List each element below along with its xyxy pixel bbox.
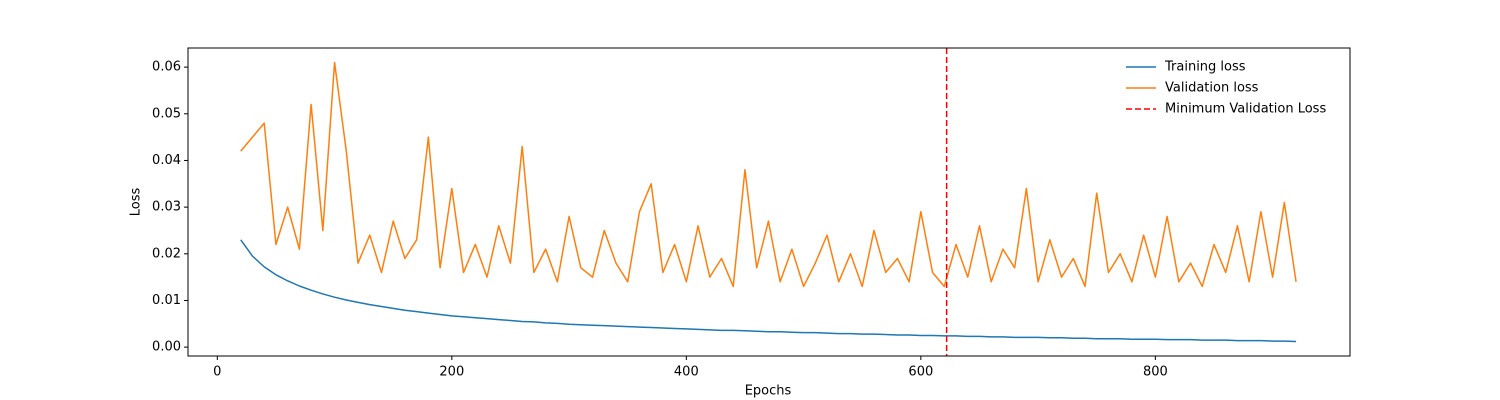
series-line	[240, 239, 1297, 343]
y-tick-label: 0.02	[152, 246, 181, 261]
y-axis-label: Loss	[129, 188, 144, 217]
x-tick-label: 800	[1143, 365, 1168, 380]
y-tick-label: 0.05	[152, 106, 181, 121]
legend-label: Training loss	[1164, 60, 1246, 75]
y-tick-label: 0.03	[152, 200, 181, 215]
x-tick-label: 600	[908, 365, 933, 380]
x-tick-label: 0	[213, 365, 221, 380]
plot-frame	[187, 47, 1351, 357]
x-tick-label: 400	[674, 365, 699, 380]
y-tick-label: 0.00	[152, 340, 181, 355]
y-tick-label: 0.06	[152, 60, 181, 75]
legend-label: Validation loss	[1165, 81, 1259, 96]
x-axis-label: Epochs	[745, 384, 792, 399]
y-tick-label: 0.04	[152, 153, 181, 168]
y-tick-label: 0.01	[152, 293, 181, 308]
x-tick-label: 200	[439, 365, 464, 380]
series-line	[240, 61, 1297, 288]
legend-label: Minimum Validation Loss	[1165, 102, 1326, 117]
